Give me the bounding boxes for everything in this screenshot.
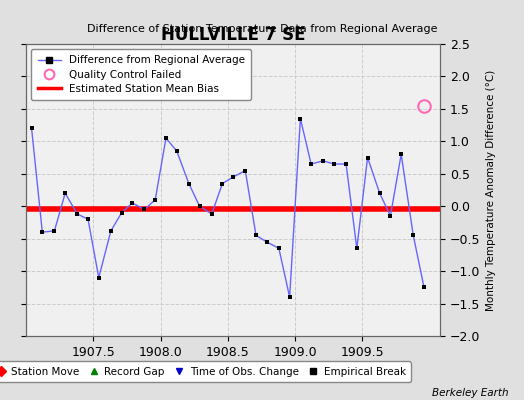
Title: HULLVILLE 7 SE: HULLVILLE 7 SE: [161, 26, 305, 44]
Y-axis label: Monthly Temperature Anomaly Difference (°C): Monthly Temperature Anomaly Difference (…: [486, 69, 496, 311]
Text: Berkeley Earth: Berkeley Earth: [432, 388, 508, 398]
Text: Difference of Station Temperature Data from Regional Average: Difference of Station Temperature Data f…: [87, 24, 437, 34]
Legend: Station Move, Record Gap, Time of Obs. Change, Empirical Break: Station Move, Record Gap, Time of Obs. C…: [0, 362, 411, 382]
